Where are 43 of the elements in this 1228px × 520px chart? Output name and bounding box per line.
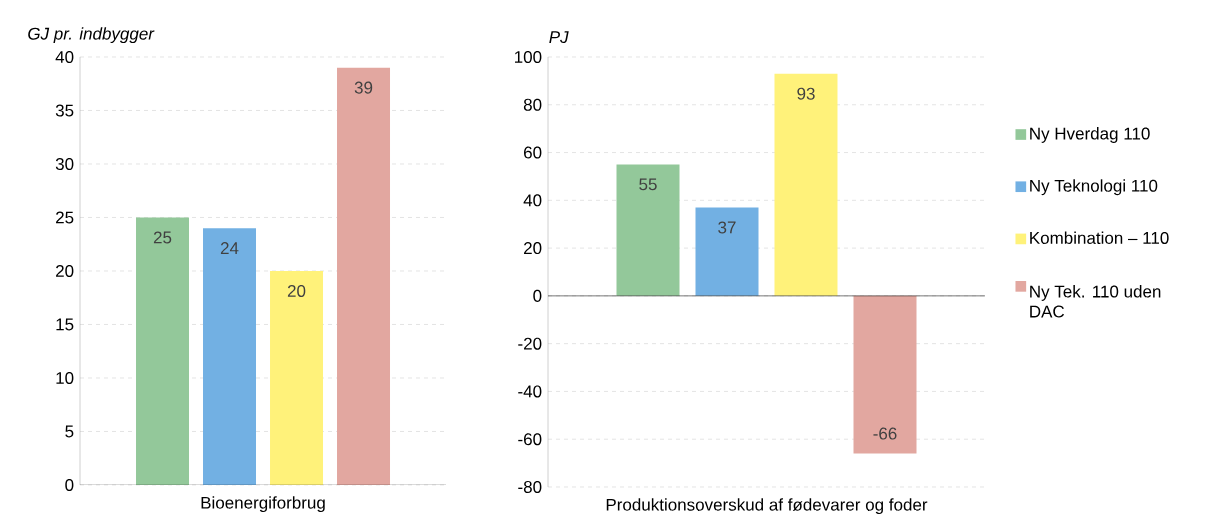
- y-tick-label: -40: [518, 385, 542, 398]
- y-tick-label: 15: [56, 318, 74, 331]
- y-axis-title: PJ: [549, 31, 569, 44]
- data-label: 20: [287, 284, 306, 297]
- y-tick-label: -20: [518, 337, 542, 350]
- y-tick-label: 40: [523, 194, 542, 207]
- y-tick-label: 80: [523, 98, 542, 111]
- bar: [203, 228, 257, 485]
- legend-label: Ny Teknologi 110: [1030, 179, 1158, 196]
- y-tick-label: 5: [65, 425, 74, 438]
- y-tick-label: 20: [524, 242, 542, 255]
- data-label: 55: [639, 178, 657, 191]
- bar: [616, 164, 680, 296]
- data-label: 25: [153, 231, 172, 244]
- data-label: 37: [718, 221, 736, 234]
- y-tick-label: 100: [515, 50, 542, 64]
- data-label: 24: [220, 242, 239, 254]
- y-tick-label: 0: [533, 289, 542, 302]
- y-axis-title: GJ pr. indbygger: [28, 27, 155, 44]
- legend-label: Ny Tek. 110 uden DAC: [1030, 285, 1161, 318]
- bar: [136, 217, 190, 485]
- bar: [337, 67, 391, 485]
- y-tick-label: 10: [56, 371, 74, 385]
- bar: [270, 270, 324, 485]
- data-label: 39: [354, 81, 373, 94]
- legend-label: Ny Hverdag 110: [1030, 127, 1150, 143]
- bar: [774, 73, 838, 296]
- y-tick-label: 25: [56, 211, 74, 224]
- bar: [695, 207, 759, 296]
- data-label: -66: [873, 427, 897, 440]
- y-tick-label: -80: [518, 480, 542, 493]
- y-tick-label: 0: [65, 478, 74, 491]
- y-tick-label: -60: [518, 433, 542, 446]
- y-tick-label: 60: [524, 146, 542, 159]
- data-label: 93: [797, 87, 815, 100]
- x-tick-label: Bioenergiforbrug: [201, 496, 325, 513]
- y-tick-label: 35: [55, 104, 74, 117]
- x-tick-label: Produktionsoverskud af fødevarer og foder: [606, 498, 928, 515]
- legend-label: Kombination – 110: [1030, 231, 1169, 244]
- y-tick-label: 20: [56, 264, 74, 278]
- bar: [853, 295, 917, 454]
- y-tick-label: 40: [55, 50, 74, 64]
- y-tick-label: 30: [55, 157, 74, 171]
